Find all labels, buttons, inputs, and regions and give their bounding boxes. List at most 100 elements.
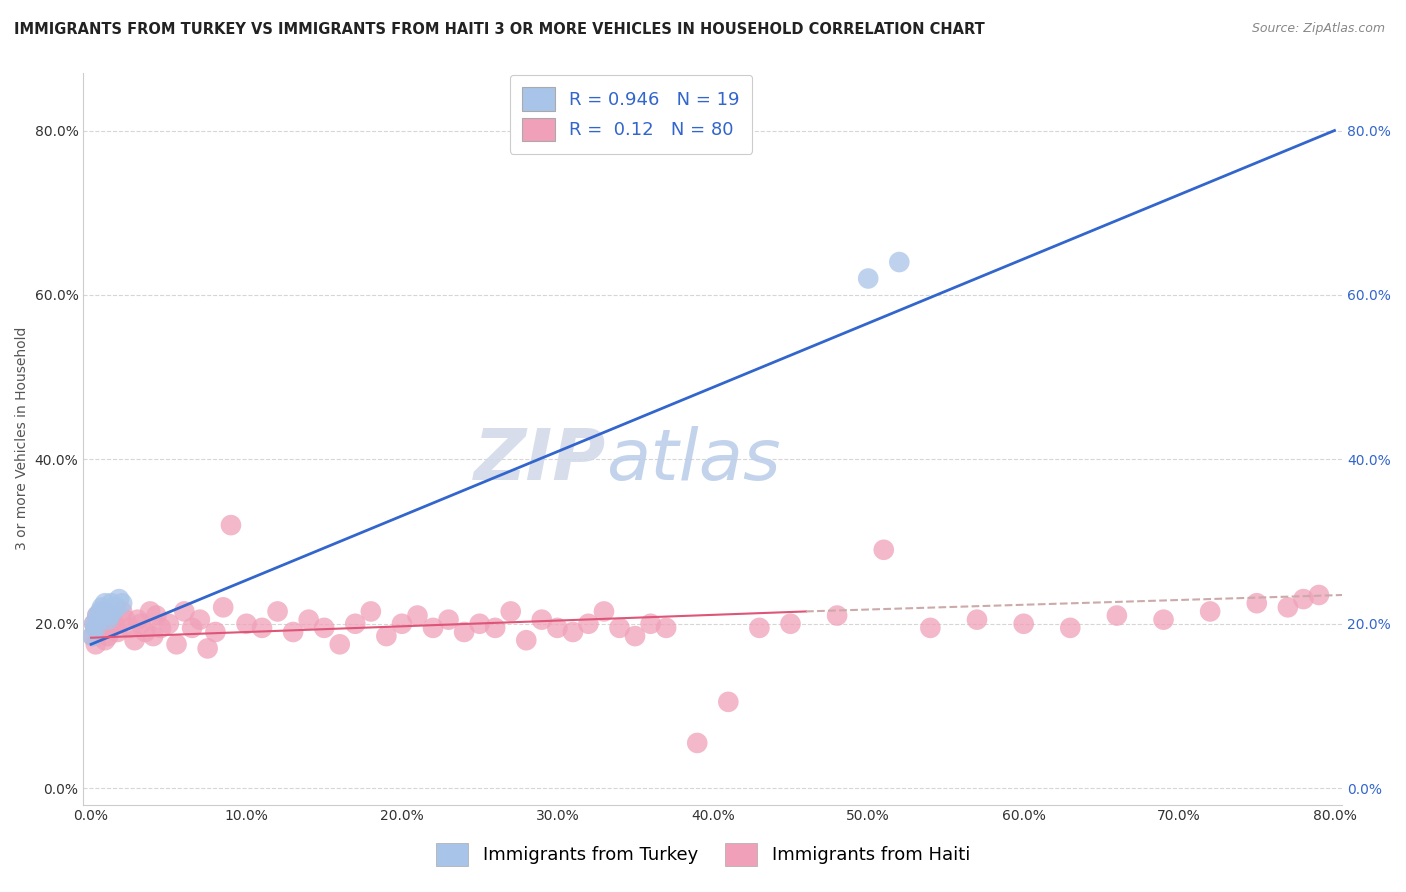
Point <box>1012 616 1035 631</box>
Point <box>655 621 678 635</box>
Point <box>96 604 118 618</box>
Point <box>314 621 336 635</box>
Point <box>91 621 114 635</box>
Point <box>889 255 911 269</box>
Text: Source: ZipAtlas.com: Source: ZipAtlas.com <box>1251 22 1385 36</box>
Point <box>546 621 568 635</box>
Point <box>145 608 167 623</box>
Point <box>748 621 770 635</box>
Legend: R = 0.946   N = 19, R =  0.12   N = 80: R = 0.946 N = 19, R = 0.12 N = 80 <box>509 75 752 153</box>
Point <box>920 621 942 635</box>
Point <box>188 613 211 627</box>
Point <box>375 629 398 643</box>
Point <box>94 596 117 610</box>
Point <box>83 616 105 631</box>
Point <box>825 608 848 623</box>
Point <box>484 621 506 635</box>
Point <box>84 621 107 635</box>
Text: IMMIGRANTS FROM TURKEY VS IMMIGRANTS FROM HAITI 3 OR MORE VEHICLES IN HOUSEHOLD : IMMIGRANTS FROM TURKEY VS IMMIGRANTS FRO… <box>14 22 984 37</box>
Point <box>204 625 226 640</box>
Point <box>139 604 162 618</box>
Point <box>1308 588 1330 602</box>
Point <box>107 625 129 640</box>
Point <box>142 629 165 643</box>
Point <box>197 641 219 656</box>
Point <box>124 633 146 648</box>
Point <box>1059 621 1081 635</box>
Point <box>91 600 114 615</box>
Point <box>114 613 136 627</box>
Point <box>530 613 553 627</box>
Point <box>1105 608 1128 623</box>
Point <box>593 604 616 618</box>
Point <box>360 604 382 618</box>
Point <box>134 625 156 640</box>
Point <box>1292 592 1315 607</box>
Point <box>98 621 121 635</box>
Point <box>515 633 537 648</box>
Point <box>111 596 134 610</box>
Point <box>173 604 195 618</box>
Point <box>157 616 180 631</box>
Point <box>82 629 104 643</box>
Point <box>108 592 131 607</box>
Point <box>118 621 141 635</box>
Point <box>686 736 709 750</box>
Point <box>100 608 122 623</box>
Point <box>329 637 352 651</box>
Point <box>779 616 801 631</box>
Point <box>266 604 288 618</box>
Point <box>344 616 367 631</box>
Point <box>437 613 460 627</box>
Point <box>406 608 429 623</box>
Point <box>499 604 522 618</box>
Point <box>250 621 273 635</box>
Point <box>1199 604 1222 618</box>
Point <box>219 518 242 533</box>
Point <box>281 625 304 640</box>
Legend: Immigrants from Turkey, Immigrants from Haiti: Immigrants from Turkey, Immigrants from … <box>423 830 983 879</box>
Text: atlas: atlas <box>606 426 780 495</box>
Point <box>89 604 111 618</box>
Y-axis label: 3 or more Vehicles in Household: 3 or more Vehicles in Household <box>15 327 30 550</box>
Point <box>96 616 118 631</box>
Point <box>98 608 121 623</box>
Point <box>103 616 125 631</box>
Point <box>181 621 204 635</box>
Point <box>166 637 188 651</box>
Point <box>111 604 134 618</box>
Point <box>97 613 120 627</box>
Point <box>1246 596 1268 610</box>
Point <box>89 613 111 627</box>
Point <box>609 621 631 635</box>
Point <box>86 608 108 623</box>
Point <box>212 600 235 615</box>
Point <box>94 633 117 648</box>
Point <box>86 608 108 623</box>
Point <box>391 616 413 631</box>
Point <box>87 625 110 640</box>
Point <box>93 604 115 618</box>
Point <box>1153 613 1175 627</box>
Point <box>84 637 107 651</box>
Point <box>127 613 149 627</box>
Point <box>100 596 122 610</box>
Point <box>468 616 491 631</box>
Text: ZIP: ZIP <box>474 426 606 495</box>
Point <box>422 621 444 635</box>
Point <box>966 613 988 627</box>
Point <box>101 604 124 618</box>
Point <box>298 613 321 627</box>
Point <box>97 629 120 643</box>
Point <box>453 625 475 640</box>
Point <box>640 616 662 631</box>
Point <box>624 629 647 643</box>
Point <box>235 616 257 631</box>
Point <box>1277 600 1299 615</box>
Point <box>717 695 740 709</box>
Point <box>104 600 127 615</box>
Point <box>150 621 173 635</box>
Point <box>858 271 880 285</box>
Point <box>83 616 105 631</box>
Point <box>578 616 600 631</box>
